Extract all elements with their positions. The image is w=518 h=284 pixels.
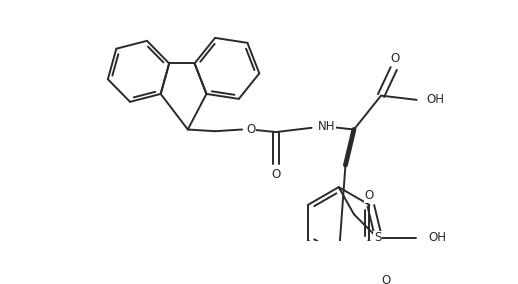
Text: OH: OH: [428, 231, 447, 245]
Text: O: O: [381, 274, 391, 284]
Text: NH: NH: [318, 120, 335, 133]
Text: OH: OH: [427, 93, 445, 106]
Text: O: O: [365, 189, 374, 202]
Text: O: O: [271, 168, 281, 181]
Text: S: S: [374, 231, 381, 245]
Text: O: O: [246, 123, 255, 136]
Text: O: O: [391, 52, 400, 65]
